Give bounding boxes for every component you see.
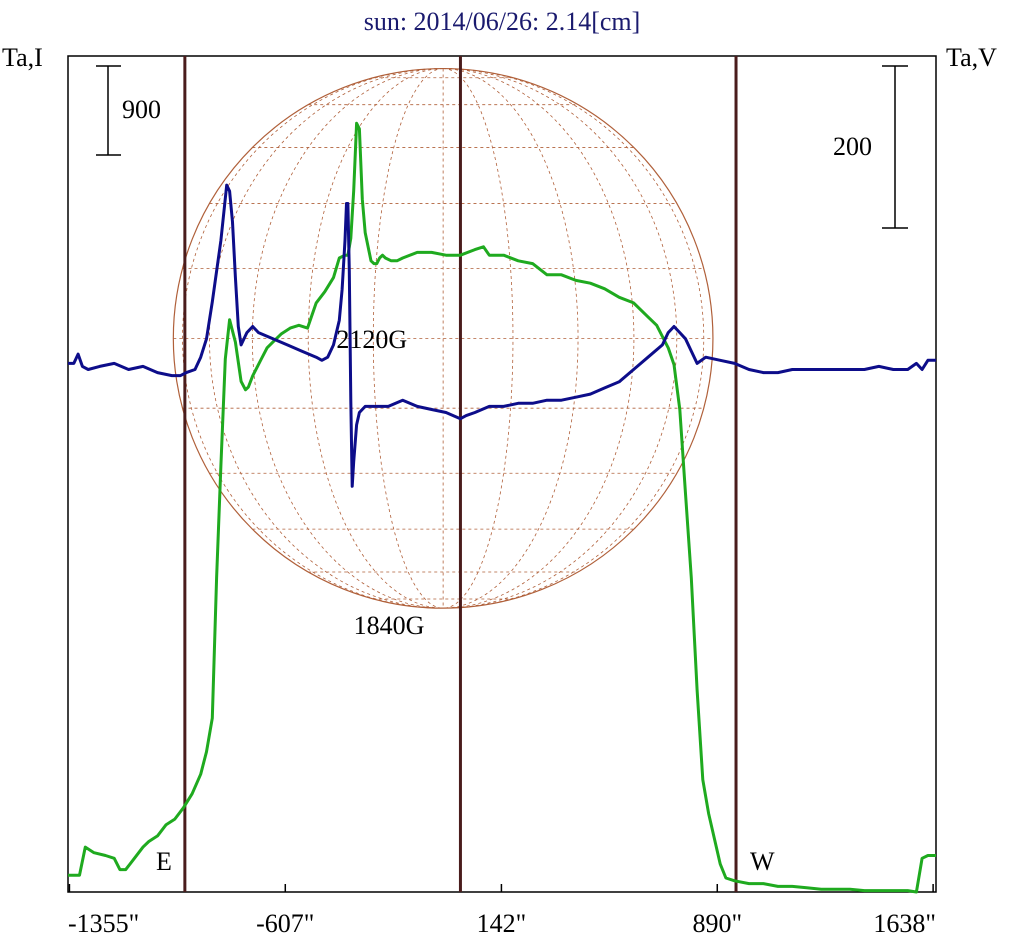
x-tick-label: 890" xyxy=(692,909,742,938)
x-tick-label: -1355" xyxy=(68,909,139,938)
vertical-markers xyxy=(183,56,738,892)
annotations: 2120G 1840G xyxy=(336,325,424,640)
scale-bar-left-label: 900 xyxy=(122,95,161,124)
disk-longitude-line xyxy=(372,68,444,609)
limb-label-east: E xyxy=(156,847,172,876)
scale-bar-right-label: 200 xyxy=(833,132,872,161)
series-line-I xyxy=(68,121,936,894)
disk-longitude-line xyxy=(307,68,444,609)
annotation-label: 2120G xyxy=(336,325,407,354)
annotation-label: 1840G xyxy=(354,611,425,640)
disk-longitude-line xyxy=(182,68,444,609)
chart-title: sun: 2014/06/26: 2.14[cm] xyxy=(364,7,641,36)
x-tick-label: 142" xyxy=(477,909,527,938)
series-line-V xyxy=(68,183,936,488)
scale-bar-left: 900 xyxy=(96,65,161,156)
disk-longitude-line xyxy=(443,68,635,609)
disk-longitude-line xyxy=(443,68,514,609)
x-axis-ticks: -1355" -607" 142" 890" 1638" xyxy=(68,884,936,938)
disk-longitude-line xyxy=(209,68,444,609)
x-tick-label: 1638" xyxy=(873,909,936,938)
series-layer xyxy=(68,121,936,894)
x-tick-label: -607" xyxy=(256,909,314,938)
limb-label-west: W xyxy=(750,847,775,876)
disk-longitude-line xyxy=(251,68,444,609)
y-axis-label-right: Ta,V xyxy=(946,43,997,72)
solar-disk-grid xyxy=(172,67,714,609)
scale-bar-right: 200 xyxy=(833,65,908,229)
disk-longitude-line xyxy=(443,68,579,609)
disk-longitude-line xyxy=(443,68,678,609)
y-axis-label-left: Ta,I xyxy=(2,43,43,72)
plot-frame xyxy=(67,55,937,893)
disk-longitude-line xyxy=(443,68,705,609)
